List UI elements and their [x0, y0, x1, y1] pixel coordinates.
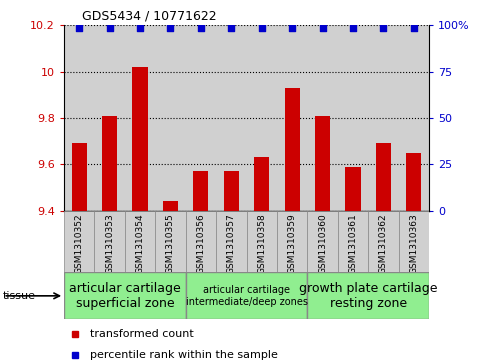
Bar	[345, 167, 360, 211]
Bar	[368, 25, 398, 211]
Bar	[155, 25, 186, 211]
Text: percentile rank within the sample: percentile rank within the sample	[90, 350, 278, 360]
Text: GSM1310353: GSM1310353	[105, 213, 114, 274]
Bar	[254, 157, 269, 211]
Bar	[155, 211, 186, 272]
Bar	[307, 272, 429, 319]
Bar	[64, 25, 95, 211]
Bar	[193, 171, 209, 211]
Bar	[315, 116, 330, 211]
Text: GSM1310362: GSM1310362	[379, 213, 388, 274]
Bar	[338, 25, 368, 211]
Text: growth plate cartilage
resting zone: growth plate cartilage resting zone	[299, 282, 437, 310]
Point	[318, 25, 326, 31]
Bar	[102, 116, 117, 211]
Text: tissue: tissue	[2, 291, 35, 301]
Bar	[338, 211, 368, 272]
Text: GSM1310354: GSM1310354	[136, 213, 144, 274]
Bar	[368, 211, 398, 272]
Text: GSM1310355: GSM1310355	[166, 213, 175, 274]
Bar	[133, 67, 148, 211]
Text: GSM1310352: GSM1310352	[75, 213, 84, 274]
Bar	[246, 211, 277, 272]
Bar	[406, 153, 422, 211]
Bar	[163, 201, 178, 211]
Bar	[216, 25, 246, 211]
Bar	[277, 25, 307, 211]
Bar	[95, 211, 125, 272]
Bar	[71, 143, 87, 211]
Bar	[186, 25, 216, 211]
Text: GSM1310363: GSM1310363	[409, 213, 418, 274]
Bar	[284, 88, 300, 211]
Point	[197, 25, 205, 31]
Point	[136, 25, 144, 31]
Point	[288, 25, 296, 31]
Bar	[224, 171, 239, 211]
Text: GSM1310356: GSM1310356	[196, 213, 206, 274]
Text: GSM1310357: GSM1310357	[227, 213, 236, 274]
Text: articular cartilage
superficial zone: articular cartilage superficial zone	[69, 282, 181, 310]
Bar	[125, 25, 155, 211]
Point	[167, 25, 175, 31]
Bar	[307, 25, 338, 211]
Point	[227, 25, 235, 31]
Bar	[64, 211, 95, 272]
Point	[380, 25, 387, 31]
Bar	[277, 211, 307, 272]
Text: GSM1310358: GSM1310358	[257, 213, 266, 274]
Text: articular cartilage
intermediate/deep zones: articular cartilage intermediate/deep zo…	[185, 285, 308, 307]
Point	[349, 25, 357, 31]
Text: GDS5434 / 10771622: GDS5434 / 10771622	[82, 10, 217, 23]
Text: GSM1310361: GSM1310361	[349, 213, 357, 274]
Point	[258, 25, 266, 31]
Text: transformed count: transformed count	[90, 329, 193, 339]
Point	[106, 25, 113, 31]
Bar	[186, 211, 216, 272]
Bar	[307, 211, 338, 272]
Point	[410, 25, 418, 31]
Bar	[64, 272, 186, 319]
Bar	[95, 25, 125, 211]
Bar	[376, 143, 391, 211]
Bar	[398, 211, 429, 272]
Bar	[186, 272, 307, 319]
Point	[75, 25, 83, 31]
Text: GSM1310360: GSM1310360	[318, 213, 327, 274]
Bar	[216, 211, 246, 272]
Bar	[246, 25, 277, 211]
Bar	[125, 211, 155, 272]
Text: GSM1310359: GSM1310359	[287, 213, 297, 274]
Bar	[398, 25, 429, 211]
